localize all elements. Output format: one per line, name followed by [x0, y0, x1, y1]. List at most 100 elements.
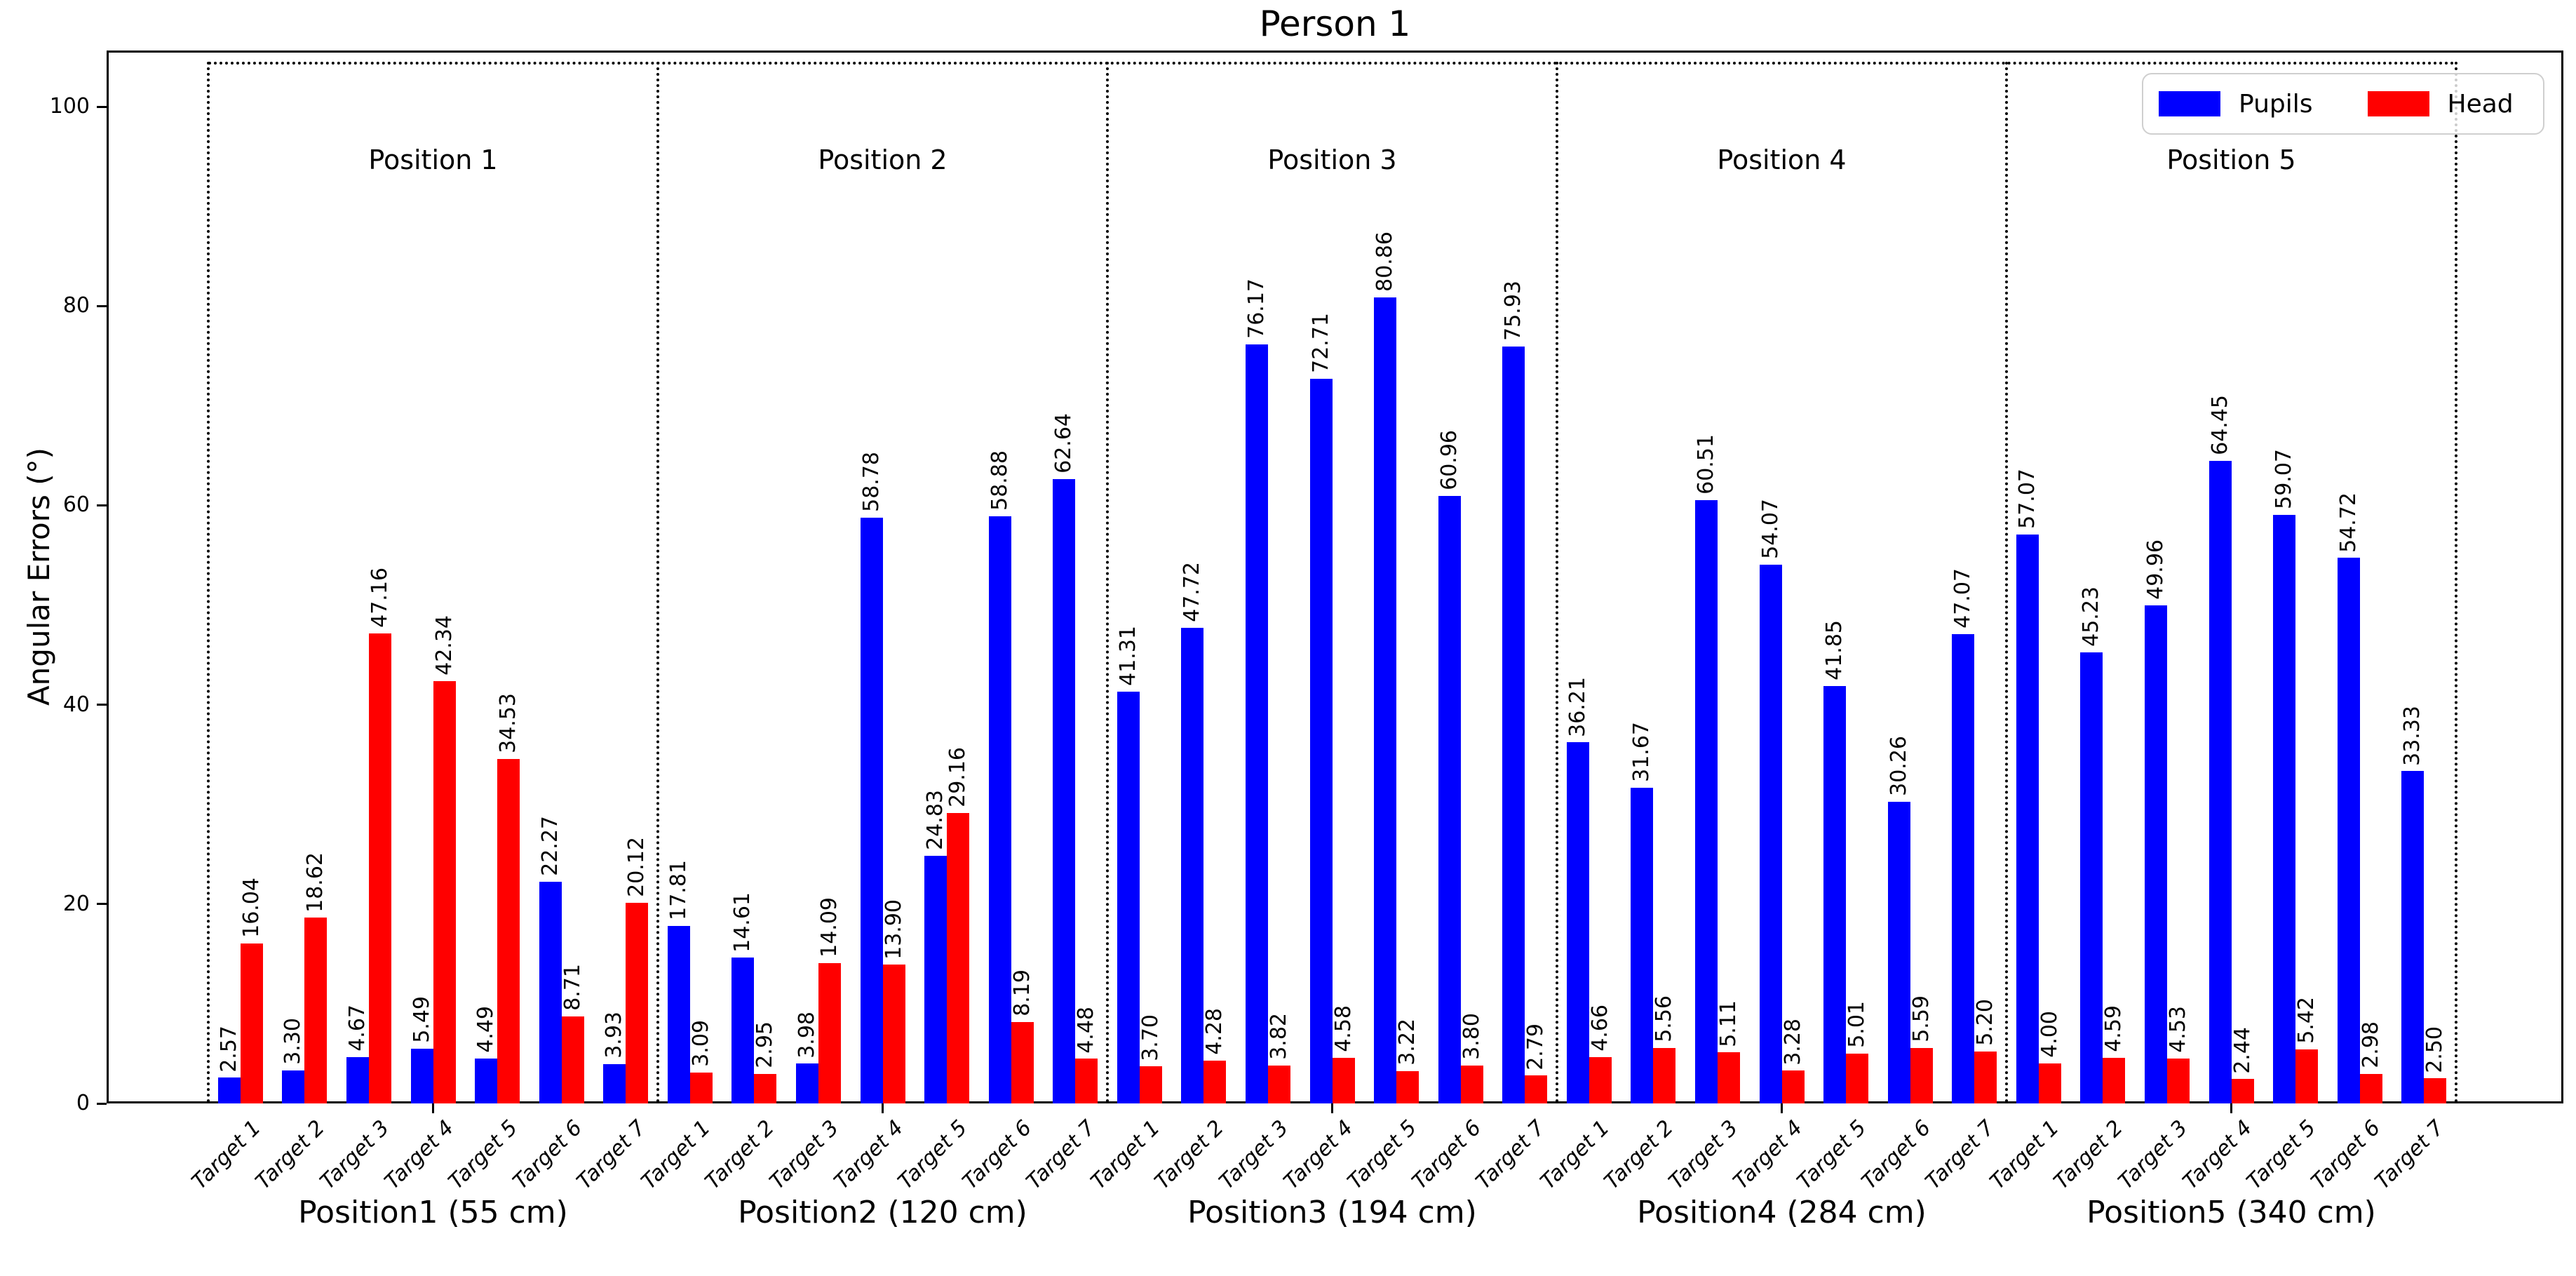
- x-tick-label-target: Target 1: [636, 1115, 715, 1195]
- bar-head-pos5-t4: [2231, 1079, 2254, 1103]
- bar-head-pos4-t6: [1910, 1047, 1933, 1103]
- bar-pupils-pos3-t2: [1181, 627, 1204, 1103]
- bar-head-pos4-t4: [1781, 1070, 1805, 1103]
- bar-head-pos3-t1: [1139, 1066, 1162, 1103]
- bar-head-pos5-t1: [2038, 1063, 2061, 1103]
- position-axis-label: Position3 (194 cm): [1187, 1195, 1477, 1230]
- bar-value-head-pos3-t1: 3.70: [1138, 1014, 1163, 1061]
- bar-value-pupils-pos1-t7: 3.93: [602, 1012, 627, 1059]
- x-tick-label-target: Target 2: [701, 1115, 780, 1195]
- bar-pupils-pos1-t6: [539, 881, 562, 1103]
- y-tick-mark: [97, 903, 107, 906]
- x-tick-label-target: Target 1: [1535, 1115, 1614, 1195]
- x-tick-label-target: Target 7: [1021, 1115, 1101, 1195]
- bar-value-head-pos4-t7: 5.20: [1973, 999, 1998, 1047]
- x-tick-label-target: Target 4: [1728, 1115, 1807, 1195]
- bar-pupils-pos2-t6: [988, 516, 1011, 1103]
- bar-head-pos5-t6: [2359, 1073, 2382, 1103]
- bar-value-head-pos1-t7: 20.12: [624, 837, 649, 898]
- bar-value-pupils-pos1-t5: 4.49: [473, 1006, 499, 1054]
- bar-value-head-pos2-t1: 3.09: [688, 1020, 713, 1068]
- bar-value-head-pos3-t7: 2.79: [1523, 1023, 1549, 1070]
- bar-head-pos1-t6: [561, 1016, 584, 1103]
- bar-value-pupils-pos2-t4: 58.78: [858, 451, 884, 512]
- x-tick-label-target: Target 1: [1086, 1115, 1165, 1195]
- bar-value-pupils-pos3-t1: 41.31: [1115, 626, 1140, 686]
- bar-value-pupils-pos3-t4: 72.71: [1308, 312, 1333, 373]
- bar-head-pos5-t5: [2295, 1049, 2319, 1103]
- bar-pupils-pos2-t2: [731, 958, 755, 1103]
- bar-value-pupils-pos2-t1: 17.81: [666, 860, 691, 920]
- bar-value-head-pos1-t5: 34.53: [496, 693, 521, 754]
- group-separator-line: [1106, 62, 1109, 1103]
- y-tick-label: 20: [62, 891, 90, 916]
- y-tick-label: 0: [76, 1091, 90, 1115]
- bar-value-pupils-pos3-t3: 76.17: [1243, 278, 1269, 339]
- bar-value-pupils-pos4-t5: 41.85: [1822, 620, 1847, 681]
- y-axis-label: Angular Errors (°): [21, 448, 56, 706]
- bar-head-pos2-t3: [818, 962, 841, 1103]
- x-tick-label-target: Target 5: [893, 1115, 973, 1195]
- x-tick-label-target: Target 2: [1600, 1115, 1679, 1195]
- x-tick-label-target: Target 6: [1856, 1115, 1936, 1195]
- bar-head-pos1-t2: [304, 918, 328, 1103]
- bar-pupils-pos4-t7: [1952, 634, 1975, 1103]
- position-axis-label: Position5 (340 cm): [2086, 1195, 2376, 1230]
- group-separator-line: [2005, 62, 2008, 1103]
- bar-value-head-pos3-t6: 3.80: [1459, 1013, 1484, 1061]
- x-tick-mark: [432, 1103, 434, 1113]
- bar-pupils-pos3-t6: [1438, 495, 1461, 1103]
- bar-value-head-pos1-t1: 16.04: [238, 878, 264, 939]
- bar-head-pos2-t4: [882, 965, 905, 1103]
- bar-value-pupils-pos5-t2: 45.23: [2079, 586, 2104, 647]
- x-tick-label-target: Target 5: [443, 1115, 523, 1195]
- group-separator-line: [207, 62, 210, 1103]
- bar-value-pupils-pos5-t1: 57.07: [2014, 469, 2039, 530]
- plot-area: [107, 51, 2563, 1103]
- bar-head-pos2-t1: [689, 1073, 713, 1103]
- y-tick-label: 40: [62, 692, 90, 717]
- bar-head-pos5-t3: [2166, 1058, 2190, 1103]
- x-tick-label-target: Target 1: [187, 1115, 266, 1195]
- x-tick-label-target: Target 2: [2049, 1115, 2129, 1195]
- bar-pupils-pos4-t2: [1631, 787, 1654, 1103]
- position-axis-label: Position4 (284 cm): [1637, 1195, 1927, 1230]
- x-tick-label-target: Target 2: [251, 1115, 330, 1195]
- bar-value-pupils-pos4-t1: 36.21: [1565, 676, 1590, 737]
- bar-pupils-pos3-t7: [1502, 347, 1525, 1103]
- bar-value-pupils-pos5-t4: 64.45: [2207, 395, 2232, 456]
- x-tick-label-target: Target 5: [1342, 1115, 1422, 1195]
- bar-value-head-pos5-t1: 4.00: [2037, 1011, 2062, 1059]
- x-tick-label-target: Target 2: [1150, 1115, 1229, 1195]
- bar-head-pos1-t7: [626, 903, 649, 1103]
- bar-value-pupils-pos4-t2: 31.67: [1629, 722, 1654, 782]
- x-tick-label-target: Target 6: [2306, 1115, 2385, 1195]
- x-tick-label-target: Target 4: [379, 1115, 459, 1195]
- bar-pupils-pos2-t5: [924, 856, 948, 1103]
- bar-pupils-pos3-t3: [1245, 344, 1268, 1103]
- bar-value-pupils-pos1-t6: 22.27: [537, 815, 562, 876]
- position-header: Position 1: [368, 145, 498, 175]
- bar-value-pupils-pos4-t7: 47.07: [1950, 568, 1976, 629]
- bar-value-pupils-pos5-t3: 49.96: [2143, 539, 2168, 600]
- bar-value-head-pos5-t7: 2.50: [2422, 1026, 2448, 1073]
- bar-value-head-pos4-t1: 4.66: [1587, 1005, 1612, 1052]
- bar-pupils-pos5-t7: [2401, 771, 2425, 1103]
- y-axis-label-wrap: Angular Errors (°): [0, 51, 77, 1103]
- y-tick-mark: [97, 704, 107, 706]
- bar-pupils-pos2-t7: [1053, 478, 1076, 1103]
- bar-head-pos1-t4: [433, 681, 456, 1103]
- x-tick-label-target: Target 3: [2113, 1115, 2192, 1195]
- bar-value-head-pos1-t2: 18.62: [303, 852, 328, 913]
- bar-value-head-pos2-t5: 29.16: [945, 746, 971, 807]
- bar-value-head-pos4-t4: 3.28: [1780, 1018, 1805, 1066]
- bar-value-head-pos3-t4: 4.58: [1330, 1005, 1356, 1052]
- position-header: Position 5: [2166, 145, 2296, 175]
- bar-head-pos3-t7: [1525, 1075, 1548, 1103]
- bar-pupils-pos4-t3: [1694, 500, 1718, 1103]
- bar-pupils-pos3-t5: [1374, 297, 1397, 1103]
- bar-pupils-pos5-t1: [2016, 535, 2039, 1103]
- y-tick-label: 100: [49, 94, 90, 119]
- bar-value-pupils-pos1-t3: 4.67: [344, 1004, 370, 1052]
- x-tick-mark: [2230, 1103, 2232, 1113]
